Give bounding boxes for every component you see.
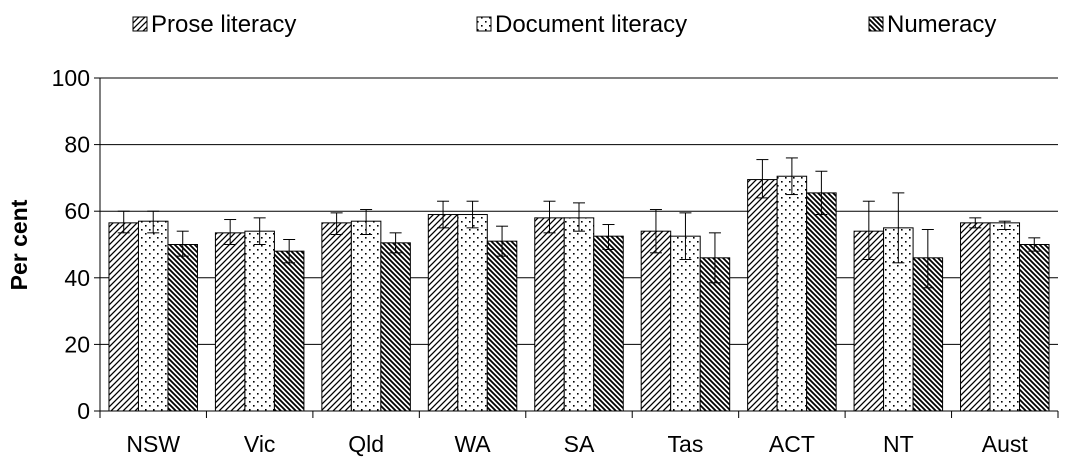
error-bar-nsw-diagonal-up	[117, 210, 130, 234]
error-bar-sa-dots	[573, 202, 585, 232]
bar-act-dots	[776, 175, 808, 412]
x-tick-label-nsw: NSW	[126, 431, 180, 457]
x-tick-label-tas: Tas	[668, 431, 704, 457]
x-tick-label-vic: Vic	[244, 431, 276, 457]
error-bar-qld-dots	[360, 209, 373, 236]
bar-aust-diagonal-down	[1019, 244, 1050, 412]
bars	[108, 175, 1050, 412]
error-bar-act-dots	[785, 157, 798, 196]
bar-qld-diagonal-up	[321, 222, 352, 412]
bar-tas-dots	[670, 235, 701, 412]
bar-nsw-diagonal-down	[167, 244, 198, 412]
bar-nt-diagonal-up	[853, 230, 885, 412]
y-tick-label: 0	[77, 398, 90, 424]
bar-sa-dots	[563, 217, 595, 412]
legend: Prose literacy Document literacy Numeracy	[132, 11, 996, 38]
legend-swatch	[476, 16, 492, 32]
bar-qld-diagonal-down	[380, 242, 411, 412]
y-tick-label: 40	[64, 265, 90, 291]
error-bar-nsw-dots	[147, 210, 160, 234]
x-tick-labels: NSW Vic Qld WA SA Tas ACT NT Aust	[126, 431, 1028, 457]
legend-item-diagonal-up: Prose literacy	[132, 11, 296, 38]
bar-nsw-dots	[137, 220, 169, 412]
bar-act-diagonal-up	[747, 179, 778, 412]
legend-label: Prose literacy	[151, 11, 296, 38]
error-bar-qld-diagonal-up	[330, 212, 343, 236]
axes	[94, 77, 1059, 418]
error-bar-nt-dots	[892, 192, 905, 264]
error-bar-wa-dots	[466, 200, 479, 229]
bar-sa-diagonal-up	[534, 217, 565, 412]
bar-aust-diagonal-up	[960, 222, 991, 412]
error-bar-wa-diagonal-up	[437, 200, 450, 229]
y-axis-title: Per cent	[6, 199, 32, 290]
error-bar-nt-diagonal-up	[862, 200, 875, 260]
error-bar-tas-diagonal-down	[708, 232, 721, 284]
bar-qld-dots	[350, 220, 382, 412]
bar-wa-diagonal-up	[427, 214, 459, 412]
bar-sa-diagonal-down	[593, 235, 624, 412]
y-tick-label: 100	[52, 65, 90, 91]
legend-item-diagonal-down: Numeracy	[868, 11, 996, 38]
error-bar-vic-diagonal-down	[283, 239, 296, 264]
bar-nsw-diagonal-up	[108, 222, 139, 412]
bar-vic-diagonal-down	[273, 250, 305, 412]
error-bar-nt-diagonal-down	[921, 229, 934, 289]
bar-act-diagonal-down	[806, 192, 837, 412]
error-bar-aust-diagonal-up	[969, 217, 982, 229]
y-tick-labels: 0 20 40 60 80 100	[52, 65, 90, 424]
bar-vic-dots	[244, 230, 275, 412]
bar-tas-diagonal-down	[699, 257, 731, 412]
error-bars	[117, 157, 1041, 289]
bar-vic-diagonal-up	[214, 232, 246, 412]
error-bar-qld-diagonal-down	[389, 232, 402, 254]
error-bar-vic-dots	[253, 217, 266, 245]
bar-tas-diagonal-up	[640, 230, 672, 412]
y-tick-label: 60	[64, 198, 90, 224]
y-tick-label: 20	[64, 331, 90, 357]
error-bar-aust-diagonal-down	[1028, 237, 1041, 252]
error-bar-nsw-diagonal-down	[176, 230, 189, 257]
error-bar-sa-diagonal-down	[602, 224, 615, 250]
error-bar-wa-diagonal-down	[496, 225, 509, 257]
error-bar-act-diagonal-up	[756, 159, 769, 199]
bar-wa-dots	[457, 214, 488, 412]
error-bar-aust-dots	[998, 220, 1011, 231]
x-tick-label-act: ACT	[769, 431, 815, 457]
error-bar-tas-diagonal-up	[649, 209, 662, 254]
y-tick-label: 80	[64, 132, 90, 158]
legend-label: Numeracy	[887, 11, 996, 38]
legend-swatch	[132, 16, 148, 32]
x-tick-label-qld: Qld	[348, 431, 384, 457]
bar-aust-dots	[989, 222, 1021, 412]
x-tick-label-sa: SA	[564, 431, 595, 457]
x-tick-label-aust: Aust	[982, 431, 1029, 457]
error-bar-vic-diagonal-up	[224, 219, 237, 245]
bar-wa-diagonal-down	[486, 240, 518, 412]
x-tick-label-wa: WA	[454, 431, 491, 457]
x-tick-label-nt: NT	[883, 431, 914, 457]
legend-label: Document literacy	[495, 11, 687, 38]
error-bar-sa-diagonal-up	[543, 200, 556, 234]
legend-item-dots: Document literacy	[476, 11, 687, 38]
legend-swatch	[868, 16, 884, 32]
error-bar-act-diagonal-down	[815, 170, 828, 216]
error-bar-tas-dots	[679, 212, 692, 260]
